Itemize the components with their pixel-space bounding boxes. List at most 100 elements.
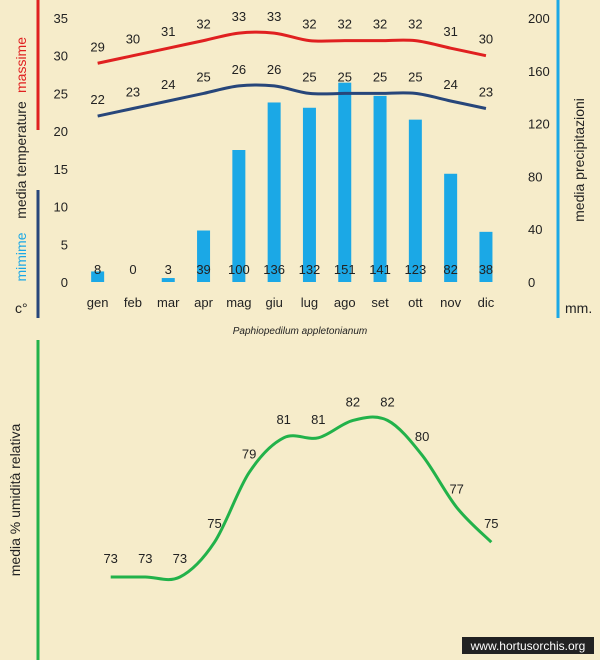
x-axis-ticks: gen feb mar apr mag giu lug ago set ott nov dic	[87, 295, 495, 310]
temperature-value-label: 32	[408, 17, 422, 32]
temperature-value-label: 30	[126, 32, 140, 47]
temperature-value-label: 24	[443, 77, 457, 92]
right-tick-label: 120	[528, 117, 550, 132]
left-axis-label-max: massime	[13, 37, 29, 93]
right-axis-label: media precipitazioni	[571, 98, 587, 222]
precipitation-value-label: 136	[263, 262, 285, 277]
humidity-value-label: 73	[173, 551, 187, 566]
left-axis-unit: c°	[15, 300, 28, 316]
left-axis-ticks: 0 5 10 15 20 25 30 35	[54, 11, 68, 290]
precipitation-value-label: 3	[165, 262, 172, 277]
precipitation-bar	[444, 173, 458, 282]
precipitation-bar	[161, 278, 175, 282]
month-tick-label: feb	[124, 295, 142, 310]
month-tick-label: mar	[157, 295, 180, 310]
humidity-value-label: 77	[449, 481, 463, 496]
left-tick-label: 15	[54, 162, 68, 177]
species-caption: Paphiopedilum appletonianum	[233, 326, 368, 337]
humidity-labels: 73 73 73 75 79 81 81 82 82 80 77 75	[103, 394, 498, 566]
precipitation-value-label: 151	[334, 262, 356, 277]
humidity-axis-label: media % umidità relativa	[7, 424, 23, 577]
temperature-value-label: 32	[302, 17, 316, 32]
right-axis-unit: mm.	[565, 300, 592, 316]
precipitation-value-label: 123	[404, 262, 426, 277]
temperature-lines	[97, 30, 487, 118]
humidity-line	[110, 415, 493, 582]
left-tick-label: 5	[61, 237, 68, 252]
precipitation-value-label: 82	[443, 262, 457, 277]
precipitation-bar	[197, 230, 211, 282]
month-tick-label: ott	[408, 295, 423, 310]
precipitation-value-label: 0	[129, 262, 136, 277]
precipitation-bar	[302, 107, 316, 282]
temperature-value-label: 23	[126, 85, 140, 100]
temperature-value-label: 25	[302, 69, 316, 84]
precipitation-value-label: 38	[479, 262, 493, 277]
temperature-value-label: 30	[479, 32, 493, 47]
humidity-value-label: 75	[484, 516, 498, 531]
temperature-value-label: 23	[479, 85, 493, 100]
precipitation-bar	[232, 150, 246, 282]
month-tick-label: nov	[440, 295, 461, 310]
right-tick-label: 200	[528, 11, 550, 26]
temperature-value-label: 24	[161, 77, 175, 92]
left-axis-label-min: mimime	[13, 232, 29, 281]
temperature-value-label: 31	[443, 24, 457, 39]
watermark-box	[462, 637, 594, 654]
month-tick-label: giu	[265, 295, 282, 310]
precipitation-bars	[91, 82, 493, 283]
temperature-value-label: 29	[90, 39, 104, 54]
month-tick-label: lug	[301, 295, 318, 310]
right-axis-ticks: 0 40 80 120 160 200	[528, 11, 550, 290]
temperature-value-label: 33	[267, 9, 281, 24]
temperature-value-label: 25	[408, 69, 422, 84]
precipitation-bar	[338, 82, 352, 283]
humidity-value-label: 75	[207, 516, 221, 531]
temperature-value-label: 26	[267, 62, 281, 77]
humidity-value-label: 80	[415, 429, 429, 444]
humidity-value-label: 73	[138, 551, 152, 566]
precipitation-labels: 8 0 3 39 100 136 132 151 141 123 82 38	[94, 262, 493, 277]
humidity-series-line	[110, 415, 493, 582]
precipitation-bar	[479, 231, 493, 282]
precipitation-value-label: 100	[228, 262, 250, 277]
precipitation-bar	[267, 102, 281, 282]
temperature-value-label: 32	[196, 17, 210, 32]
month-tick-label: mag	[226, 295, 251, 310]
right-tick-label: 40	[528, 222, 542, 237]
temperature-value-label: 32	[338, 17, 352, 32]
month-tick-label: gen	[87, 295, 109, 310]
temperature-value-label: 32	[373, 17, 387, 32]
humidity-value-label: 79	[242, 447, 256, 462]
left-axis-label-media: media temperature	[13, 101, 29, 219]
temperature-value-label: 22	[90, 92, 104, 107]
right-tick-label: 160	[528, 64, 550, 79]
precipitation-bar	[91, 271, 105, 282]
precipitation-value-label: 141	[369, 262, 391, 277]
month-tick-label: ago	[334, 295, 356, 310]
precipitation-value-label: 39	[196, 262, 210, 277]
humidity-value-label: 73	[103, 551, 117, 566]
temperature-value-label: 25	[196, 69, 210, 84]
temperature-value-label: 25	[373, 69, 387, 84]
humidity-value-label: 82	[380, 394, 394, 409]
temperature-value-label: 26	[232, 62, 246, 77]
temperature-value-label: 25	[338, 69, 352, 84]
precipitation-value-label: 8	[94, 262, 101, 277]
temperature-labels: 29 30 31 32 33 33 32 32 32 32 31 30 22 23 24 25 26 26 25 25…	[90, 9, 493, 107]
humidity-value-label: 81	[276, 412, 290, 427]
month-tick-label: dic	[478, 295, 495, 310]
left-tick-label: 30	[54, 49, 68, 64]
left-tick-label: 20	[54, 124, 68, 139]
right-tick-label: 80	[528, 169, 542, 184]
left-tick-label: 35	[54, 11, 68, 26]
precipitation-value-label: 132	[299, 262, 321, 277]
min-temperature-line	[97, 83, 487, 118]
left-tick-label: 0	[61, 275, 68, 290]
humidity-value-label: 82	[346, 394, 360, 409]
temperature-value-label: 33	[232, 9, 246, 24]
humidity-value-label: 81	[311, 412, 325, 427]
left-tick-label: 25	[54, 86, 68, 101]
